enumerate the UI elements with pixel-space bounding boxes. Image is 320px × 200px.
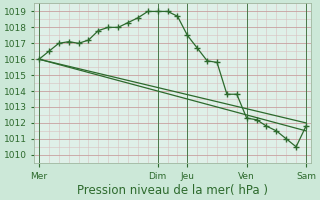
X-axis label: Pression niveau de la mer( hPa ): Pression niveau de la mer( hPa )	[77, 184, 268, 197]
